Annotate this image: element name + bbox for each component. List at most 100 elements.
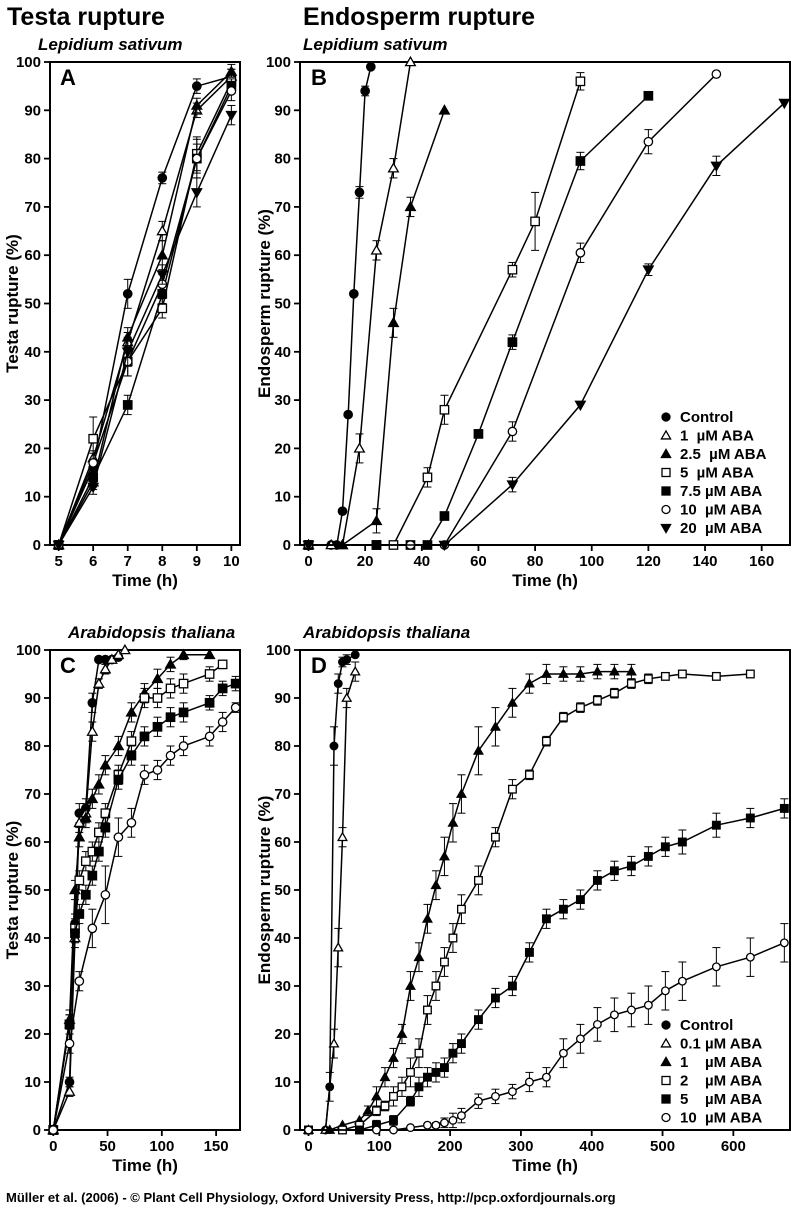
series-d-2-um-aba bbox=[304, 669, 755, 1135]
data-point bbox=[354, 187, 365, 198]
series-a-10-um-aba bbox=[53, 80, 237, 550]
y-tick-label-d-30: 30 bbox=[274, 978, 291, 995]
x-tick-label-d-400: 400 bbox=[579, 1138, 604, 1155]
x-tick-label-b-0: 0 bbox=[304, 553, 312, 570]
x-tick-label-d-100: 100 bbox=[367, 1138, 392, 1155]
y-tick-label-d-0: 0 bbox=[283, 1122, 291, 1139]
data-point bbox=[348, 288, 359, 299]
data-point bbox=[99, 663, 112, 674]
series-line bbox=[308, 81, 582, 546]
legend-label: Control bbox=[680, 409, 733, 426]
chart-panel-a: 0 10 20 30 40 50 60 70 80 90 100 5 6 7 8 9 10 Time (h) Tes… bbox=[3, 54, 241, 590]
data-point bbox=[431, 981, 441, 991]
data-point bbox=[541, 1072, 551, 1082]
x-tick-label-d-500: 500 bbox=[650, 1138, 675, 1155]
data-point bbox=[473, 875, 483, 885]
series-b-control bbox=[303, 61, 376, 550]
data-point bbox=[94, 846, 104, 857]
data-point bbox=[370, 1090, 382, 1101]
data-point bbox=[112, 739, 125, 751]
y-tick-label-d-80: 80 bbox=[274, 738, 291, 755]
y-axis-label-c: Testa rupture (%) bbox=[3, 821, 22, 960]
data-point bbox=[643, 851, 653, 861]
data-point bbox=[745, 669, 755, 679]
legend-marker bbox=[660, 429, 672, 440]
data-point bbox=[421, 913, 433, 923]
data-point bbox=[217, 717, 228, 727]
data-point bbox=[333, 679, 343, 689]
data-point bbox=[152, 765, 163, 775]
plot-frame-a bbox=[49, 61, 241, 546]
data-point bbox=[73, 831, 86, 842]
data-point bbox=[389, 1115, 398, 1125]
data-point bbox=[448, 1115, 458, 1125]
y-tick-label-c-50: 50 bbox=[24, 882, 41, 899]
data-point bbox=[507, 264, 518, 275]
data-point bbox=[438, 540, 451, 552]
data-point bbox=[370, 244, 383, 255]
legend-label: Control bbox=[680, 1017, 733, 1034]
legend-marker bbox=[660, 1056, 672, 1067]
data-point bbox=[440, 1063, 449, 1073]
data-point bbox=[745, 813, 755, 823]
data-point bbox=[387, 162, 400, 173]
x-axis-label-d: Time (h) bbox=[512, 1156, 578, 1175]
data-point bbox=[431, 1120, 441, 1130]
data-point bbox=[711, 962, 721, 972]
data-point bbox=[574, 400, 587, 412]
data-point bbox=[389, 1125, 398, 1135]
panel-label-b: B bbox=[311, 65, 327, 90]
data-point bbox=[165, 712, 176, 723]
series-line bbox=[308, 95, 649, 546]
data-point bbox=[63, 1085, 76, 1096]
data-point bbox=[190, 99, 203, 110]
data-point bbox=[304, 1125, 313, 1135]
data-point bbox=[456, 904, 466, 914]
y-tick-label-d-100: 100 bbox=[266, 642, 291, 659]
y-tick-label-d-20: 20 bbox=[274, 1026, 291, 1043]
data-point bbox=[506, 480, 519, 491]
x-tick-label-c-0: 0 bbox=[49, 1138, 57, 1155]
data-point bbox=[660, 986, 670, 996]
data-point bbox=[165, 750, 176, 761]
citation-footer: Müller et al. (2006) - © Plant Cell Phys… bbox=[6, 1190, 616, 1205]
data-point bbox=[99, 759, 112, 770]
legend-marker bbox=[660, 523, 672, 534]
data-point bbox=[190, 188, 203, 199]
data-point bbox=[360, 86, 370, 96]
data-point bbox=[574, 668, 586, 678]
data-point bbox=[541, 736, 551, 746]
data-point bbox=[592, 1019, 602, 1029]
data-point bbox=[328, 1037, 340, 1048]
y-tick-label-c-70: 70 bbox=[24, 786, 41, 803]
y-tick-label-c-40: 40 bbox=[24, 930, 41, 947]
data-point bbox=[404, 55, 417, 67]
series-b-7-5-um-aba bbox=[303, 90, 654, 550]
data-point bbox=[530, 216, 540, 227]
x-tick-label-a-7: 7 bbox=[124, 553, 132, 570]
data-point bbox=[178, 678, 189, 689]
data-point bbox=[575, 76, 586, 87]
data-point bbox=[217, 659, 228, 670]
y-tick-label-d-70: 70 bbox=[274, 786, 291, 803]
data-point bbox=[87, 923, 98, 934]
data-point bbox=[74, 875, 85, 886]
data-point bbox=[156, 270, 169, 281]
series-b-20-um-aba bbox=[302, 98, 791, 552]
data-point bbox=[558, 712, 568, 722]
data-point bbox=[406, 1067, 415, 1077]
data-point bbox=[100, 889, 111, 900]
y-axis-label-b: Endosperm rupture (%) bbox=[255, 209, 274, 398]
data-point bbox=[341, 692, 353, 702]
data-point bbox=[203, 648, 216, 660]
series-line bbox=[308, 73, 717, 546]
series-c-5-um-aba bbox=[48, 675, 241, 1135]
data-point bbox=[575, 1034, 585, 1044]
data-point bbox=[430, 879, 442, 890]
x-tick-label-b-140: 140 bbox=[693, 553, 718, 570]
y-tick-label-c-10: 10 bbox=[24, 1074, 41, 1091]
legend-marker bbox=[661, 504, 671, 515]
x-axis-label-a: Time (h) bbox=[112, 571, 178, 590]
data-point bbox=[711, 671, 721, 681]
data-point bbox=[413, 951, 425, 962]
